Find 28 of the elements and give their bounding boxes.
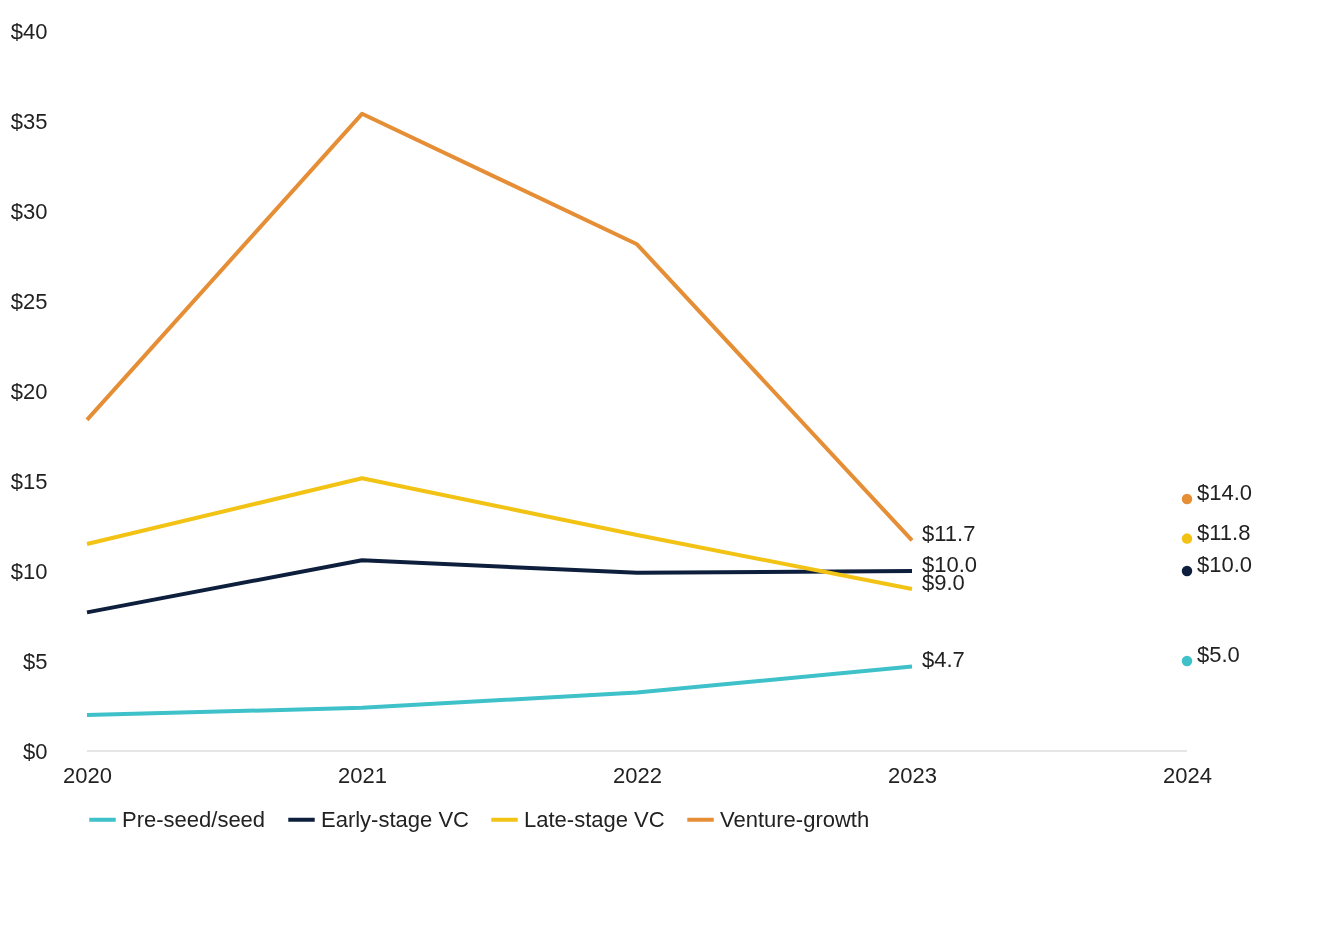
x-tick-label: 2023 [888,762,937,788]
data-label: $11.7 [922,521,976,547]
y-tick-label: $20 [10,378,48,404]
y-tick-label: $30 [10,198,48,224]
data-label: $5.0 [1197,642,1240,667]
data-label: $10.0 [1197,552,1253,577]
legend-label: Late-stage VC [524,806,665,832]
y-tick-label: $10 [10,558,48,584]
data-label: $11.8 [1197,519,1251,545]
y-tick-label: $0 [23,738,48,764]
y-tick-label: $35 [10,108,48,134]
data-label: $14.0 [1197,480,1253,505]
y-tick-label: $25 [10,288,48,314]
x-tick-label: 2020 [63,762,112,788]
x-tick-label: 2024 [1163,762,1212,788]
y-tick-label: $5 [23,648,48,674]
y-tick-label: $15 [10,468,48,494]
x-tick-label: 2022 [613,762,662,788]
y-tick-label: $40 [10,18,48,44]
line-series [85,476,914,591]
x-tick-label: 2021 [338,762,387,788]
data-label: $4.7 [922,647,965,673]
legend-label: Pre-seed/seed [122,806,266,832]
line-series [85,664,914,717]
line-series [85,111,914,543]
legend-label: Venture-growth [720,806,870,832]
legend-label: Early-stage VC [321,806,470,832]
line-series [85,558,914,615]
